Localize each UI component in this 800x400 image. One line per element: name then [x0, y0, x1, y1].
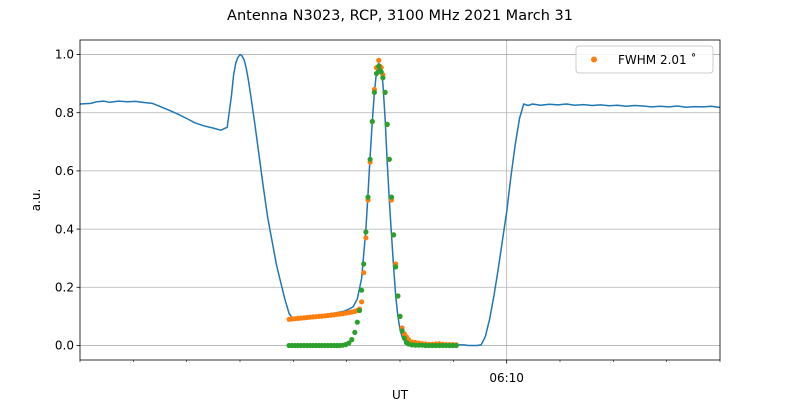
data-point	[363, 235, 369, 241]
legend-marker	[591, 56, 597, 63]
y-tick-label: 0.4	[55, 222, 74, 236]
data-point	[399, 328, 405, 334]
data-point	[382, 89, 388, 95]
data-point	[365, 194, 371, 200]
data-point	[393, 264, 399, 270]
data-point	[354, 319, 360, 325]
data-point	[359, 299, 365, 305]
data-point	[363, 229, 369, 235]
data-point	[352, 329, 358, 335]
y-tick-label: 1.0	[55, 48, 74, 62]
y-tick-label: 0.8	[55, 106, 74, 120]
chart-title: Antenna N3023, RCP, 3100 MHz 2021 March …	[227, 8, 573, 24]
data-point	[361, 261, 367, 267]
y-tick-label: 0.2	[55, 280, 74, 294]
y-axis-label: a.u.	[29, 189, 43, 212]
plot-area	[79, 53, 721, 349]
series-markers-2	[286, 63, 459, 349]
data-point	[361, 270, 367, 276]
data-point	[349, 337, 355, 343]
data-point	[391, 232, 397, 238]
data-point	[384, 121, 390, 127]
legend-label: FWHM 2.01 ˚	[618, 52, 697, 67]
data-point	[376, 63, 382, 69]
data-point	[397, 313, 403, 319]
x-axis-label: UT	[392, 388, 409, 400]
y-tick-label: 0.6	[55, 164, 74, 178]
data-point	[401, 335, 407, 341]
x-tick-label: 06:10	[489, 371, 524, 385]
data-point	[356, 307, 363, 314]
data-point	[373, 70, 380, 77]
data-point	[359, 287, 365, 293]
data-point	[380, 75, 386, 81]
data-point	[453, 342, 459, 349]
axes: 0.0 0.2 0.4 0.6 0.8 1.0 06:10	[55, 48, 721, 385]
data-point	[378, 69, 384, 75]
series-line	[79, 53, 721, 347]
data-point	[395, 293, 401, 299]
data-point	[346, 340, 352, 346]
y-tick-label: 0.0	[55, 339, 74, 353]
legend: FWHM 2.01 ˚	[575, 45, 714, 74]
data-point	[367, 156, 373, 162]
data-point	[376, 57, 382, 64]
data-point	[371, 89, 377, 95]
data-point	[386, 156, 392, 162]
legend-box	[575, 45, 714, 74]
data-point	[369, 118, 375, 125]
data-point	[388, 194, 395, 200]
